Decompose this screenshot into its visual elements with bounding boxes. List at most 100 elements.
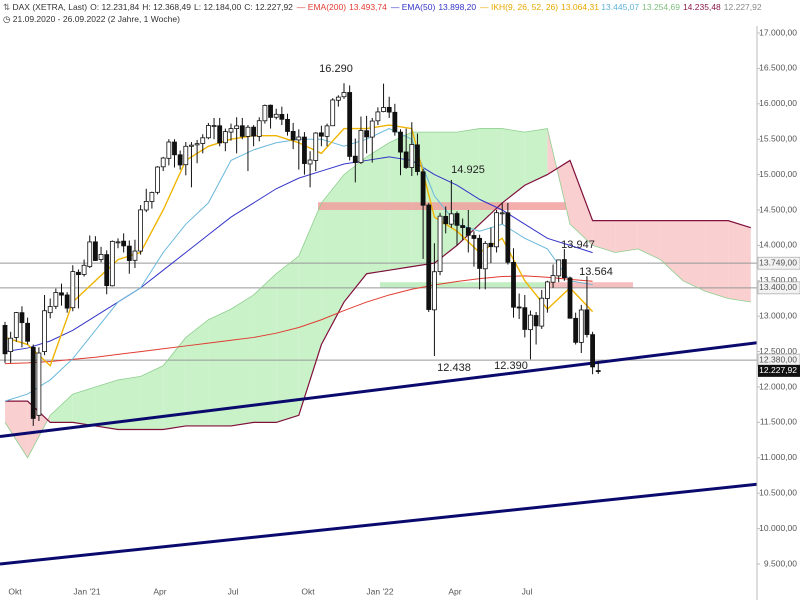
x-tick-label: Okt	[301, 586, 315, 596]
candle-body	[126, 245, 132, 261]
candle-body	[358, 130, 364, 163]
candle-body	[313, 132, 319, 161]
candle-body	[98, 253, 104, 260]
candle-body	[494, 212, 499, 248]
last-price-tag	[758, 364, 800, 377]
y-tick-label: 12.500,00	[759, 346, 797, 356]
legend-value: 13.445,07	[601, 2, 639, 12]
candle-body	[409, 144, 415, 168]
x-tick-label: Apr	[448, 586, 461, 596]
header-line: ⇅ DAX (XETRA, Last) O: 12.231,84 H: 12.368…	[3, 2, 762, 12]
candle-body	[104, 254, 110, 287]
candle-body	[318, 132, 324, 137]
candle-body	[590, 334, 595, 368]
candle-body	[347, 92, 353, 157]
candle-body	[172, 141, 177, 156]
annotation: 12.390	[494, 360, 528, 372]
cloud-segment	[705, 220, 729, 299]
y-tick-label: 13.000,00	[759, 310, 797, 320]
cloud-segment	[208, 309, 231, 426]
candle-body	[324, 125, 330, 137]
cloud-segment	[615, 220, 638, 253]
legend-entry: IKH(9, 26, 52, 26)	[491, 2, 558, 12]
candle-body	[290, 131, 296, 141]
cloud-segment	[298, 202, 322, 416]
legend-value: 13.493,74	[349, 2, 387, 12]
cloud-segment	[140, 365, 164, 430]
cloud-segment	[72, 387, 96, 426]
candle-body	[234, 125, 240, 129]
annotation: 12.438	[437, 362, 471, 374]
cloud-segment	[637, 220, 661, 260]
legend-value: 13.254,69	[642, 2, 680, 12]
candle-body	[335, 96, 341, 101]
candle-body	[262, 105, 268, 122]
candle-body	[528, 314, 533, 331]
candle-body	[239, 125, 245, 137]
candle-body	[115, 241, 121, 244]
candle-body	[268, 104, 273, 118]
y-tick-label: 11.500,00	[760, 417, 797, 427]
candle-body	[228, 128, 234, 133]
legend-value: 14.235,48	[683, 2, 721, 12]
candle-body	[482, 243, 488, 270]
candle-body	[415, 144, 420, 172]
candle-body	[595, 370, 601, 372]
candle-body	[143, 201, 149, 211]
y-tick-label: 16.500,00	[759, 63, 797, 73]
y-tick-label: 14.000,00	[759, 240, 797, 250]
price-tag-label: 12.380,00	[759, 354, 797, 364]
candle-body	[454, 213, 460, 226]
candle-body	[437, 215, 443, 272]
cloud-segment	[253, 273, 277, 423]
candle-body	[375, 111, 381, 122]
candle-body	[81, 264, 87, 275]
span-a-line	[4, 128, 751, 459]
candle-body	[217, 125, 223, 144]
candle-body	[584, 309, 590, 335]
candle-body	[138, 209, 144, 252]
candle-body	[302, 136, 307, 164]
candle-body	[25, 322, 31, 342]
annotation: 14.925	[451, 164, 485, 176]
candle-body	[149, 192, 155, 202]
candle-body	[578, 309, 584, 343]
ema-line	[4, 275, 593, 365]
candle-body	[499, 212, 505, 215]
candle-body	[567, 277, 573, 319]
candle-body	[431, 271, 437, 311]
candle-body	[364, 130, 370, 138]
candle-body	[189, 144, 194, 147]
candle-body	[420, 171, 426, 206]
x-tick-label: Jul	[228, 586, 239, 596]
legend-value: 13.064,31	[561, 2, 599, 12]
candle-body	[205, 125, 211, 139]
y-tick-label: 13.500,00	[759, 275, 797, 285]
candle-body	[109, 240, 115, 287]
candle-body	[443, 215, 449, 225]
y-tick-label: 14.500,00	[759, 204, 797, 214]
candle-body	[516, 306, 522, 309]
candle-body	[398, 131, 403, 153]
candle-body	[488, 242, 494, 248]
candle-body	[70, 271, 76, 309]
cloud-segment	[5, 401, 28, 458]
candle-body	[539, 297, 545, 327]
legend-entry: EMA(50)	[402, 2, 436, 12]
candle-body	[42, 310, 47, 353]
candle-body	[573, 317, 579, 343]
cloud-segment	[502, 128, 525, 203]
price-tag-label: 13.400,00	[759, 282, 797, 292]
candle-body	[93, 241, 98, 261]
candle-body	[561, 259, 567, 279]
candle-body	[194, 143, 200, 146]
candle-body	[183, 145, 189, 166]
candle-body	[448, 213, 454, 225]
y-tick-label: 17.000,00	[759, 27, 797, 37]
candle-body	[132, 250, 138, 261]
candle-body	[392, 111, 398, 133]
candle-body	[307, 159, 313, 165]
candle-body	[13, 312, 19, 338]
